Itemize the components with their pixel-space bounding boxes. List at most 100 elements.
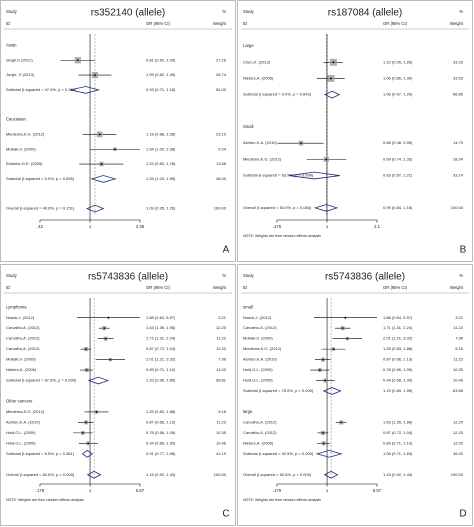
study-name: Carvalho,A. (2012) [6,346,40,351]
weight-text: 12.20 [453,419,464,424]
weight-text: 14.79 [453,140,464,145]
subtotal-diamond [324,90,341,99]
or-point [100,163,103,165]
study-name: Nieters,A. (2006) [243,440,274,445]
note: NOTE: Weights are from random effects an… [6,498,84,502]
or-text: 0.87 (0.66, 1.13) [383,357,413,362]
study-name: Ashton,K.A. (2010) [243,357,277,362]
group-label: Other cancers [6,399,32,404]
study-name: Miedema,K.G. (2012) [6,131,45,136]
weight-text: 100.00 [214,206,227,211]
weight-text: 27.26 [216,57,227,62]
study-name: Singh,K (2012) [6,57,33,62]
or-text: 1.71 (1.31, 2.24) [146,336,176,341]
overall-diamond [323,470,339,479]
or-text: 1.18 (0.88, 1.58) [146,131,176,136]
or-point [85,421,87,424]
study-name: Carvalho,A. (2012) [243,325,277,330]
or-point [322,431,324,434]
or-point [346,337,349,340]
panel-border [237,264,473,526]
subtotal-name: Subtotal (I-squared = 47.9%, p = 0.166) [6,87,77,92]
study-name: Ashton,K.A. (2010) [243,140,277,145]
panel-label: C [222,509,229,520]
subtotal-diamond [87,376,110,385]
panel-title: rs5743836 (allele) [88,272,168,283]
study-name: Ashton,K.A. (2010) [6,419,40,424]
panel-label: B [460,245,467,256]
forest-panel: rs5743836 (allele) Study % ID OR (95% CI) Wei… [0,264,236,526]
or-text: 0.91 (0.77, 1.08) [146,451,176,456]
study-name: Mollaki,V. (2009) [243,336,273,341]
or-text: 1.63 (1.35, 1.96) [383,419,413,424]
subtotal-name: Overall (I-squared = 82.6%, p = 0.000) [6,472,75,477]
study-name: Carvalho,A. (2012) [243,419,277,424]
weight-text: 10.35 [453,367,464,372]
weight-text: 12.20 [453,430,464,435]
or-text: 0.87 (0.72, 1.04) [146,346,176,351]
group-label: Caucasian [6,117,26,122]
or-text: 0.87 (0.72, 1.04) [383,430,413,435]
or-point [98,133,101,136]
id-header: ID [6,285,10,290]
or-point [341,327,344,330]
or-text: 1.33 (0.96, 1.85) [146,378,176,383]
x-tick-label: .179 [273,488,282,493]
note: NOTE: Weights are from random effects an… [243,498,321,502]
or-point [344,316,347,319]
study-name: Hold,G.L. (2009) [6,430,36,435]
x-tick-label: .42 [37,224,43,229]
or-point [330,77,332,80]
or-point [85,369,88,371]
or-point [81,431,84,434]
or-text: 1.09 (0.95, 1.26) [146,206,176,211]
weight-text: 100.00 [451,472,464,477]
subtotal-diamond [70,86,101,94]
or-point [87,442,90,445]
study-name: Miedema,K.G. (2012) [243,346,282,351]
or-text: 0.83 (0.57, 1.21) [383,173,413,178]
weight-text: 33.14 [453,173,464,178]
subtotal-name: Subtotal (I-squared = 87.8%, p = 0.000) [6,378,77,383]
group-label: Asian [6,43,17,48]
or-point [76,59,79,62]
or-header: OR (95% CI) [383,285,408,290]
study-name: Nieters,A. (2006) [6,367,37,372]
weight-text: 10.35 [216,430,227,435]
or-text: 1.08 (0.71, 1.63) [383,451,413,456]
weight-header: Weight [213,21,227,26]
weight-text: 100.00 [214,472,227,477]
note: NOTE: Weights are from random effects an… [243,234,321,238]
or-text: 0.99 (0.84, 1.16) [383,205,413,210]
id-header: ID [243,21,247,26]
or-text: 0.81 (0.60, 1.09) [146,57,176,62]
pct-header: % [222,9,226,14]
or-point [332,61,335,64]
subtotal-name: Overall (I-squared = 82.6%, p = 0.000) [243,472,312,477]
panel-title: rs352140 (allele) [91,8,166,19]
or-point [104,337,107,340]
subtotal-diamond [289,171,340,180]
weight-text: 23.10 [216,131,227,136]
x-tick-label: 1 [89,224,92,229]
or-text: 1.88 (0.64, 5.57) [383,315,413,320]
subtotal-name: Subtotal (I-squared = 75.9%, p = 0.000) [243,388,314,393]
study-name: Mollaki,V. (2009) [6,357,36,362]
group-label: Small [243,124,254,129]
or-point [322,358,324,361]
x-tick-label: .179 [36,488,45,493]
overall-diamond [86,470,102,479]
or-text: 1.19 (0.89, 1.59) [383,388,413,393]
study-header: Study [243,273,255,278]
or-text: 0.78 (0.56, 1.09) [146,430,176,435]
weight-text: 7.96 [455,336,464,341]
or-text: 0.94 (0.68, 1.30) [146,440,176,445]
study-name: Carvalho,A. (2012) [6,336,40,341]
panel-label: A [223,245,230,256]
weight-text: 63.58 [453,388,464,393]
x-tick-label: 5.57 [136,488,145,493]
or-point [322,442,325,445]
or-text: 0.78 (0.56, 1.09) [383,367,413,372]
study-name: Hold,G.L. (2009) [243,367,273,372]
